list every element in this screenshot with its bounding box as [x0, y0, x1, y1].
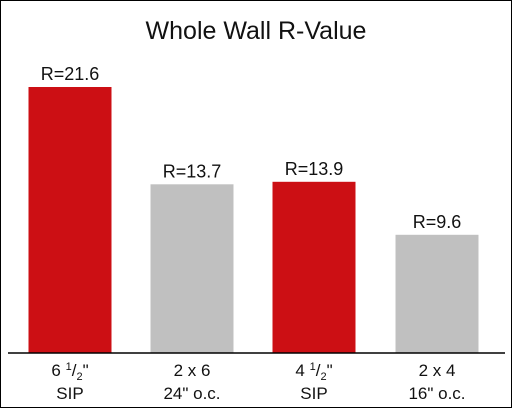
category-label-2-line1: 2 x 6 [174, 361, 211, 380]
bars-group [28, 87, 479, 353]
category-label-1-line1: 6 1/2" [51, 361, 88, 383]
data-label-3: R=13.9 [285, 159, 344, 179]
category-label-4-line2: 16" o.c. [408, 384, 465, 403]
category-label-2-line2: 24" o.c. [163, 384, 220, 403]
bar-2 [150, 184, 234, 353]
bar-1 [28, 87, 112, 353]
category-label-4-line1: 2 x 4 [419, 361, 456, 380]
chart-title: Whole Wall R-Value [146, 17, 367, 45]
bar-3 [272, 181, 356, 353]
category-label-3-line1: 4 1/2" [295, 361, 332, 383]
data-label-1: R=21.6 [41, 64, 100, 84]
category-label-1-line2: SIP [56, 384, 83, 403]
category-label-3-line2: SIP [300, 384, 327, 403]
bar-4 [395, 234, 479, 353]
data-label-2: R=13.7 [163, 161, 222, 181]
data-labels-group: R=21.6 R=13.7 R=13.9 R=9.6 [41, 64, 462, 232]
data-label-4: R=9.6 [413, 212, 462, 232]
